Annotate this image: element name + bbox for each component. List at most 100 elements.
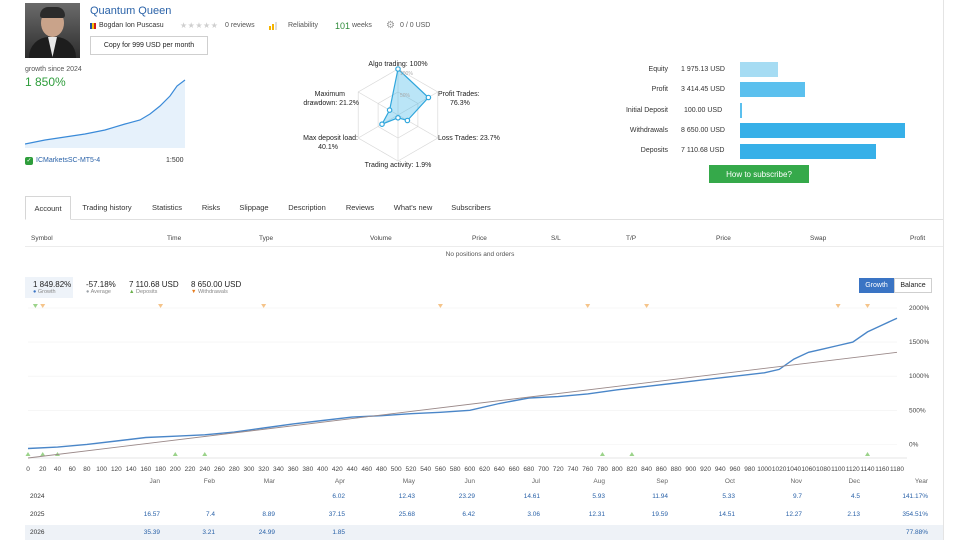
x-tick-label: 60 [69, 466, 77, 473]
withdrawal-marker [865, 304, 871, 308]
radar-chart: 100% 50% Algo trading: 100% Profit Trade… [303, 61, 500, 169]
x-tick-label: 0 [26, 466, 30, 473]
month-value-cell: 35.39 [143, 529, 160, 536]
tab-reviews[interactable]: Reviews [345, 203, 375, 212]
col-sl[interactable]: S/L [551, 235, 561, 242]
x-tick-label: 120 [111, 466, 122, 473]
col-volume[interactable]: Volume [370, 235, 392, 242]
tab-account[interactable]: Account [25, 196, 71, 220]
x-tick-label: 560 [435, 466, 446, 473]
verified-check-icon: ✓ [25, 157, 33, 165]
stat-withdrawals-label: ▼ Withdrawals [191, 289, 228, 295]
col-swap[interactable]: Swap [810, 235, 827, 242]
radar-axis-2 [397, 114, 439, 139]
month-value-cell: 11.94 [652, 493, 668, 500]
y-tick-label: 1000% [909, 373, 929, 380]
tab-statistics[interactable]: Statistics [151, 203, 182, 212]
radar-label-deposit-2: 40.1% [318, 144, 338, 151]
col-price[interactable]: Price [472, 235, 487, 242]
x-tick-label: 340 [273, 466, 284, 473]
month-header-cell: Aug [593, 478, 605, 485]
x-tick-label: 1140 [861, 466, 875, 473]
page-right-border [943, 0, 944, 540]
how-to-subscribe-button[interactable]: How to subscribe? [709, 165, 809, 183]
radar-ring-50: 50% [400, 93, 411, 99]
month-value-cell: 77.88% [905, 529, 928, 536]
tab-whats-new[interactable]: What's new [393, 203, 433, 212]
withdrawal-marker [437, 304, 443, 308]
radar-point-1 [425, 94, 432, 101]
growth-stat-highlight [25, 277, 73, 298]
withdrawal-marker [585, 304, 591, 308]
x-tick-label: 80 [83, 466, 91, 473]
empty-positions-message: No positions and orders [445, 251, 515, 258]
month-value-cell: 24.99 [258, 529, 275, 536]
radar-axis-1 [397, 91, 439, 116]
month-value-cell: 7.4 [205, 511, 215, 518]
col-profit[interactable]: Profit [910, 235, 926, 242]
month-header-cell: Oct [724, 478, 735, 485]
x-tick-label: 660 [509, 466, 520, 473]
radar-label-drawdown-2: drawdown: 21.2% [303, 100, 359, 107]
tab-trading-history[interactable]: Trading history [82, 203, 132, 212]
x-tick-label: 1120 [846, 466, 860, 473]
deposits-bar [740, 144, 876, 159]
growth-chart[interactable]: 2000%1500%1000%500%0%0 20 40 60 80 100 120 140 1… [25, 300, 943, 478]
x-tick-label: 1000 [757, 466, 772, 473]
broker-server-link[interactable]: ICMarketsSC-MT5-4 [36, 157, 101, 164]
x-tick-label: 180 [155, 466, 166, 473]
x-tick-label: 800 [612, 466, 623, 473]
radar-points [379, 66, 432, 128]
col-symbol[interactable]: Symbol [31, 235, 53, 242]
radar-point-5 [386, 107, 393, 113]
col-type[interactable]: Type [259, 235, 274, 242]
withdrawal-marker [40, 304, 46, 308]
tab-description[interactable]: Description [288, 203, 326, 212]
month-value-cell: 12.31 [588, 511, 605, 518]
balance-toggle-button[interactable]: Balance [894, 278, 932, 293]
x-tick-label: 580 [450, 466, 461, 473]
tab-slippage[interactable]: Slippage [239, 203, 269, 212]
author-name[interactable]: Bogdan Ion Puscasu [99, 22, 164, 29]
x-tick-label: 240 [199, 466, 210, 473]
reviews-count[interactable]: 0 reviews [225, 22, 255, 29]
x-tick-label: 380 [302, 466, 313, 473]
mini-growth-area [25, 80, 185, 148]
reliability-label: Reliability [288, 22, 318, 29]
month-header-cell: Dec [848, 478, 860, 485]
author-avatar[interactable] [25, 3, 80, 58]
tab-risks[interactable]: Risks [201, 203, 221, 212]
growth-toggle-button[interactable]: Growth [859, 278, 894, 293]
x-tick-label: 720 [553, 466, 564, 473]
col-tp[interactable]: T/P [626, 235, 637, 242]
profit-bar [740, 82, 806, 97]
stat-growth-label-text: Growth [37, 289, 56, 295]
initial-deposit-label: Initial Deposit [625, 107, 668, 114]
x-tick-label: 200 [170, 466, 181, 473]
radar-label-deposit-1: Max deposit load: [303, 135, 358, 142]
reliability-icon [269, 22, 277, 30]
tab-subscribers[interactable]: Subscribers [451, 203, 491, 212]
col-price-current[interactable]: Price [716, 235, 731, 242]
x-tick-label: 960 [730, 466, 741, 473]
x-tick-label: 820 [626, 466, 637, 473]
x-tick-label: 20 [39, 466, 47, 473]
x-tick-label: 760 [582, 466, 593, 473]
deposit-marker [629, 452, 635, 456]
col-time[interactable]: Time [167, 235, 182, 242]
x-tick-label: 640 [494, 466, 505, 473]
radar-label-algo: Algo trading: 100% [368, 61, 427, 68]
year-label: 2024 [30, 493, 45, 500]
x-tick-label: 600 [464, 466, 475, 473]
x-tick-label: 1100 [831, 466, 845, 473]
signal-title[interactable]: Quantum Queen [90, 5, 172, 17]
month-header-row: Jan Feb Mar Apr May Jun Jul Aug Sep Oct Nov Dec Year [25, 477, 943, 487]
month-header-cell: May [402, 478, 415, 485]
x-tick-label: 860 [656, 466, 667, 473]
year-row-2024: 2024 6.02 12.43 23.29 14.61 5.93 11.94 5.33 9.7 4… [25, 489, 943, 506]
copy-subscribe-button[interactable]: Copy for 999 USD per month [90, 36, 208, 55]
x-tick-label: 420 [332, 466, 343, 473]
stat-deposits-value: 7 110.68 USD [129, 280, 179, 289]
month-header-cell: Apr [334, 478, 345, 485]
x-tick-label: 1160 [875, 466, 889, 473]
